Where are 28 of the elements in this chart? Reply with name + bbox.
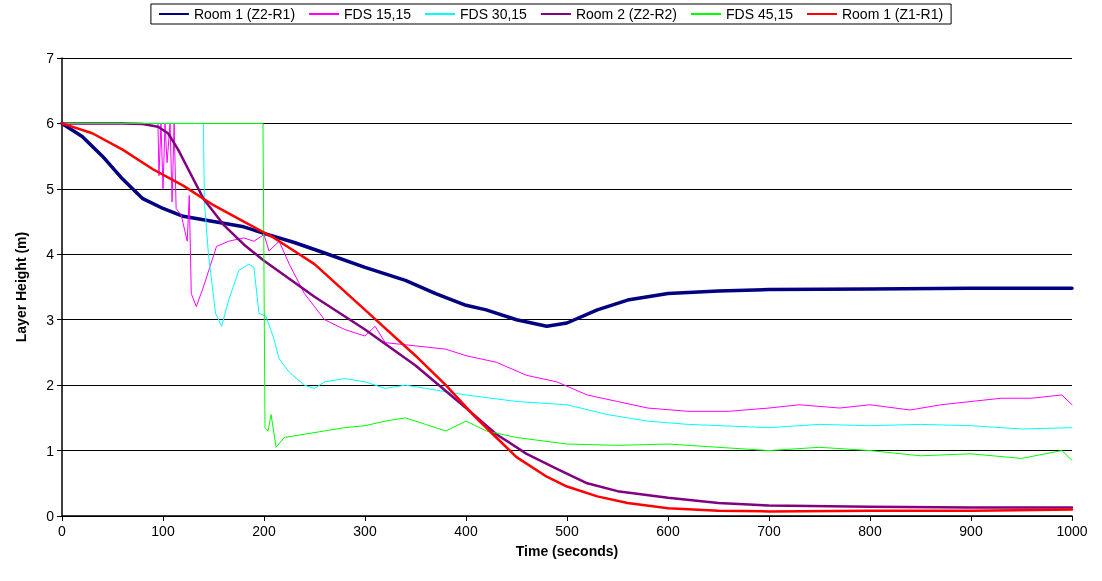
legend-label: FDS 45,15 [726,6,794,22]
y-tick-label: 7 [46,50,55,66]
y-tick-label: 1 [46,442,55,459]
x-tick-label: 500 [555,523,579,539]
x-tick-label: 900 [959,523,983,539]
x-tick-label: 0 [58,523,67,539]
x-tick-label: 400 [454,523,478,539]
x-tick-label: 100 [151,523,175,539]
x-tick-label: 200 [252,523,276,539]
y-tick-label: 0 [46,508,55,524]
x-tick-label: 700 [757,523,781,539]
legend-label: FDS 15,15 [344,6,412,22]
y-tick-label: 3 [46,311,55,328]
y-tick-label: 5 [46,180,55,197]
x-tick-label: 300 [353,523,377,539]
legend-label: Room 1 (Z1-R1) [841,6,944,22]
line-series [60,121,1074,329]
legend-label: Room 2 (Z2-R2) [575,6,678,22]
x-tick-label: 600 [656,523,680,539]
legend-label: Room 1 (Z2-R1) [193,6,296,22]
y-tick-label: 2 [46,377,55,394]
y-axis-title: Layer Height (m) [13,231,29,343]
x-tick-label: 800 [858,523,882,539]
legend-label: FDS 30,15 [459,6,528,22]
x-axis-title: Time (seconds) [515,543,619,559]
x-tick-label: 1000 [1056,523,1088,539]
y-tick-label: 4 [46,246,55,263]
y-tick-label: 6 [46,115,55,132]
